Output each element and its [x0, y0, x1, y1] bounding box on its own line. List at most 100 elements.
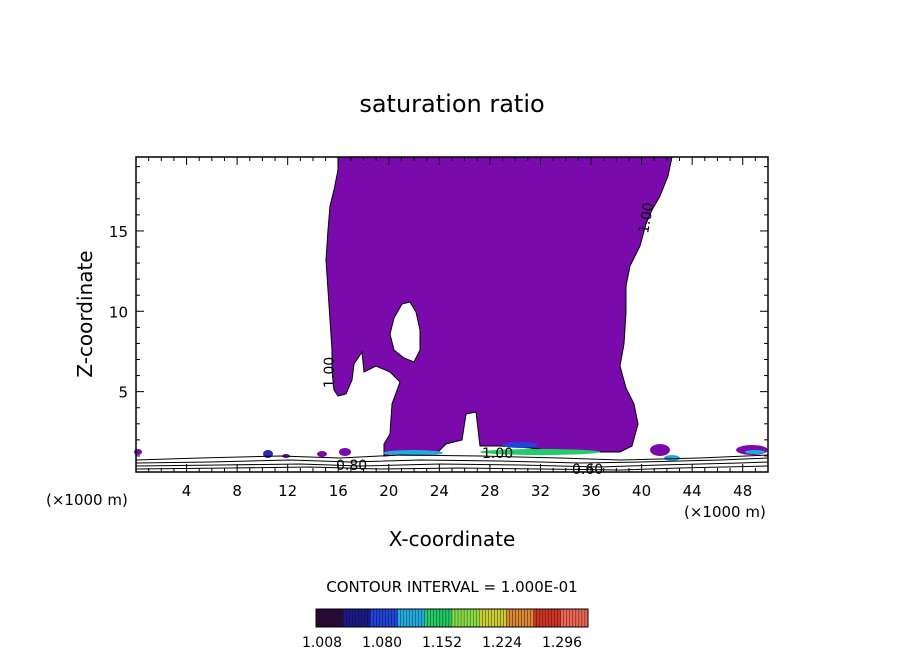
blob — [480, 449, 600, 455]
colorbar-swatch — [364, 608, 368, 628]
colorbar-swatch — [327, 608, 332, 628]
colorbar-swatch — [466, 608, 471, 628]
x-tick-label: 24 — [430, 482, 449, 500]
colorbar-swatch — [382, 608, 386, 628]
colorbar-swatch — [439, 608, 444, 628]
colorbar-swatch — [427, 608, 431, 628]
x-tick-label: 32 — [531, 482, 550, 500]
colorbar-swatch — [403, 608, 407, 628]
colorbar-swatch — [388, 608, 392, 628]
colorbar-swatch — [548, 608, 552, 628]
colorbar-swatch — [436, 608, 441, 628]
colorbar-swatch — [379, 608, 383, 628]
colorbar-swatch — [457, 608, 462, 628]
colorbar-swatch — [566, 608, 571, 628]
colorbar-swatch — [418, 608, 422, 628]
colorbar-swatch — [521, 608, 525, 628]
colorbar-swatch — [370, 608, 374, 628]
colorbar-swatch — [479, 608, 483, 628]
surface-blobs — [134, 442, 768, 461]
colorbar-swatch — [460, 608, 465, 628]
colorbar-swatch — [367, 608, 371, 628]
x-tick-label: 16 — [329, 482, 348, 500]
colorbar-swatch — [346, 608, 350, 628]
contour-interval: CONTOUR INTERVAL = 1.000E-01 — [326, 578, 577, 596]
colorbar-swatch — [509, 608, 513, 628]
blob — [745, 450, 765, 454]
colorbar-swatch — [340, 608, 344, 628]
x-tick-label: 4 — [182, 482, 192, 500]
colorbar-swatch — [473, 608, 477, 628]
colorbar-swatch — [491, 608, 495, 628]
colorbar-swatch — [406, 608, 410, 628]
colorbar-swatch — [451, 608, 456, 628]
x-axis-label: X-coordinate — [389, 527, 516, 551]
colorbar-swatch — [569, 608, 574, 628]
colorbar-swatch — [518, 608, 522, 628]
colorbar-swatch — [545, 608, 549, 628]
colorbar-swatch — [494, 608, 498, 628]
colorbar-swatch — [394, 608, 398, 628]
x-tick-label: 8 — [232, 482, 242, 500]
colorbar-swatch — [415, 608, 419, 628]
blob — [650, 444, 670, 456]
colorbar-swatch — [488, 608, 492, 628]
colorbar-swatch — [442, 608, 447, 628]
colorbar-swatch — [412, 608, 416, 628]
contour-label: 1.00 — [322, 357, 338, 388]
colorbar-ticks: 1.008 1.080 1.152 1.224 1.296 — [302, 635, 582, 651]
colorbar-swatch — [503, 608, 507, 628]
colorbar-swatch — [557, 608, 561, 628]
colorbar-swatch — [527, 608, 531, 628]
colorbar-swatch — [542, 608, 546, 628]
blob — [134, 449, 142, 455]
contour-label: 0.80 — [336, 458, 367, 474]
x-tick-label: 40 — [632, 482, 651, 500]
colorbar-swatch — [581, 608, 586, 628]
colorbar-swatch — [454, 608, 459, 628]
blob — [502, 442, 538, 448]
x-tick-label: 48 — [733, 482, 752, 500]
colorbar-swatch — [497, 608, 501, 628]
colorbar-tick-label: 1.008 — [302, 635, 342, 651]
colorbar-swatch — [343, 608, 347, 628]
colorbar-swatch — [515, 608, 519, 628]
colorbar-swatch — [575, 608, 580, 628]
contour-label: 1.00 — [636, 201, 657, 234]
x-tick-label: 36 — [581, 482, 600, 500]
colorbar-swatch — [318, 608, 323, 628]
colorbar-swatch — [400, 608, 404, 628]
colorbar-swatch — [349, 608, 353, 628]
blob — [664, 455, 680, 461]
colorbar-swatch — [578, 608, 583, 628]
colorbar-swatch — [560, 608, 564, 628]
colorbar-swatch — [409, 608, 413, 628]
x-unit-right: (×1000 m) — [684, 503, 766, 521]
colorbar-tick-label: 1.296 — [542, 635, 582, 651]
colorbar-swatch — [355, 608, 359, 628]
y-tick-label: 15 — [109, 223, 128, 241]
colorbar-swatch — [361, 608, 365, 628]
colorbar-swatch — [463, 608, 468, 628]
blob — [339, 448, 351, 456]
colorbar-swatch — [536, 608, 540, 628]
colorbar-swatch — [391, 608, 395, 628]
y-tick-label: 10 — [109, 303, 128, 321]
colorbar-swatch — [433, 608, 438, 628]
contour-label: 1.00 — [482, 446, 513, 462]
colorbar-swatch — [563, 608, 567, 628]
colorbar-swatch — [448, 608, 453, 628]
colorbar-swatch — [469, 608, 474, 628]
colorbar-swatch — [424, 608, 428, 628]
x-unit-left: (×1000 m) — [46, 491, 128, 509]
colorbar-swatch — [533, 608, 537, 628]
colorbar-swatch — [333, 608, 338, 628]
x-tick-label: 28 — [480, 482, 499, 500]
blob — [383, 450, 443, 456]
colorbar-swatch — [482, 608, 486, 628]
x-tick-label: 20 — [379, 482, 398, 500]
colorbar-swatch — [551, 608, 555, 628]
colorbar-swatch — [397, 608, 401, 628]
